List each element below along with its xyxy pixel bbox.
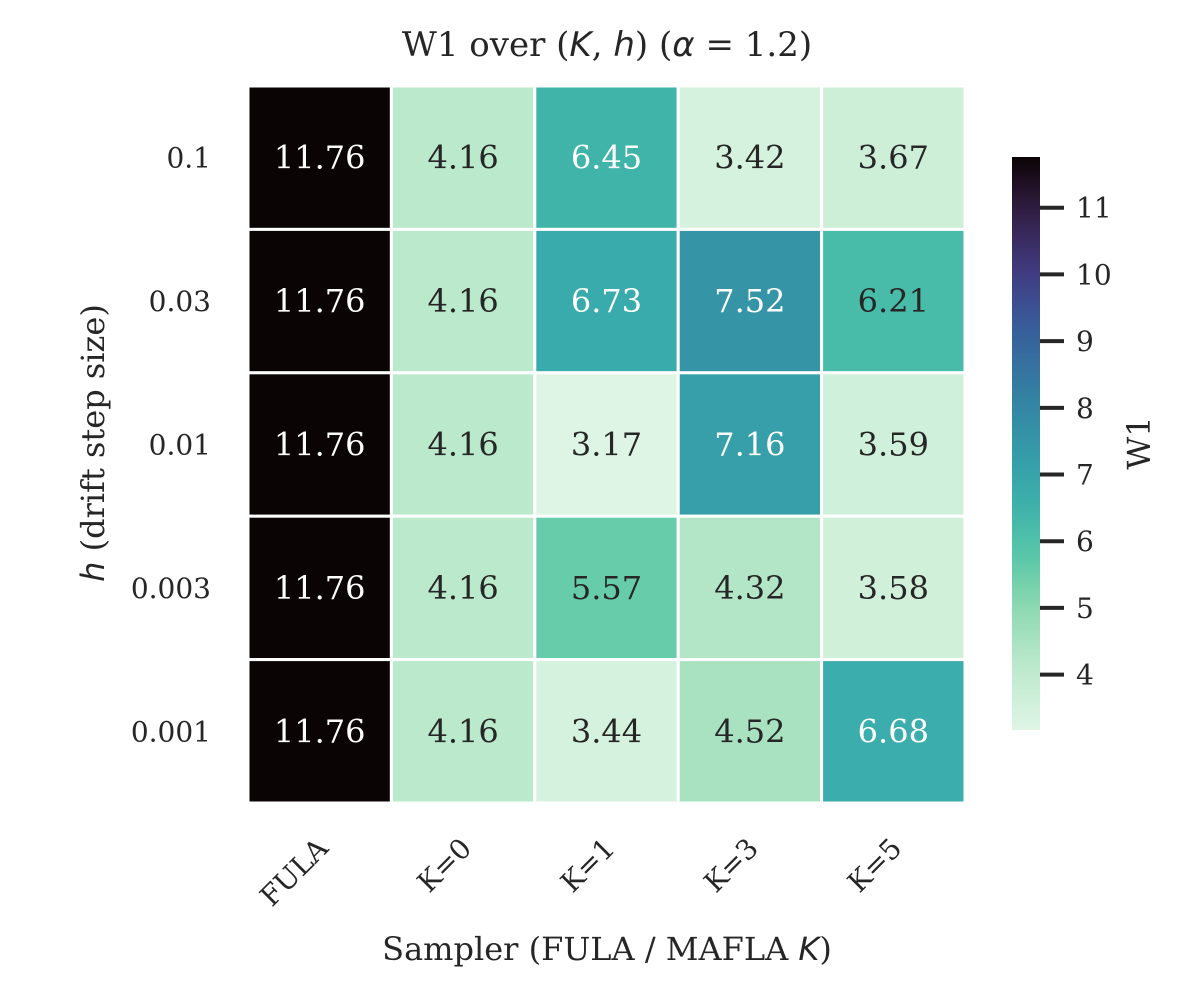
cell-value-label: 3.42 [714,139,785,177]
x-tick-label: K=5 [841,832,908,899]
cell-value-label: 7.16 [714,426,785,464]
x-tick-labels: FULA K=0 K=1 K=3 K=5 [253,831,908,913]
colorbar-label: W1 [1120,416,1158,469]
x-axis-label: Sampler (FULA / MAFLA K) [382,930,832,968]
cell-value-label: 11.76 [274,139,366,177]
chart-title: W1 over (K, h) (α = 1.2) [402,25,812,65]
heatmap-cell [389,371,537,518]
heatmap-cell-labels: 11.76 4.16 6.45 3.42 3.67 11.76 4.16 6.73 7.52 6.… [274,139,929,751]
cell-value-label: 11.76 [274,426,366,464]
heatmap-cell [389,84,537,231]
heatmap-cell [246,227,393,375]
y-tick-label: 0.001 [131,715,211,748]
y-tick-label: 0.003 [131,572,211,605]
y-tick-label: 0.01 [149,429,211,462]
colorbar-ticks: 4 5 6 7 8 9 10 11 [1040,192,1112,692]
heatmap-cell [533,227,680,375]
cell-value-label: 4.32 [714,569,785,607]
y-axis-label: h (drift step size) [74,304,112,582]
colorbar-tick-label: 7 [1076,459,1094,492]
x-tick-label: FULA [253,831,335,913]
cell-value-label: 5.57 [571,569,642,607]
cell-value-label: 4.16 [427,712,498,750]
heatmap-cell [246,658,393,805]
heatmap-cell [389,658,537,805]
colorbar-tick-label: 6 [1076,525,1094,558]
heatmap-cell [820,658,967,805]
heatmap-cells [246,84,967,805]
heatmap-cell [533,84,680,231]
colorbar-tick-label: 11 [1076,192,1112,225]
cell-value-label: 3.58 [858,569,929,607]
y-tick-labels: 0.1 0.03 0.01 0.003 0.001 [131,142,211,749]
heatmap-cell [820,514,967,662]
y-tick-label: 0.1 [166,142,211,175]
cell-value-label: 4.16 [427,569,498,607]
cell-value-label: 11.76 [274,712,366,750]
cell-value-label: 11.76 [274,569,366,607]
cell-value-label: 4.16 [427,282,498,320]
heatmap-cell [676,371,824,518]
heatmap-cell [533,658,680,805]
heatmap-cell [676,514,824,662]
x-tick-label: K=3 [698,832,765,899]
cell-value-label: 6.21 [858,282,929,320]
colorbar [1012,157,1040,730]
cell-value-label: 6.73 [571,282,642,320]
heatmap-cell [389,514,537,662]
heatmap-cell [246,84,393,231]
heatmap-cell [246,514,393,662]
colorbar-tick-label: 4 [1076,659,1094,692]
x-tick-label: K=1 [554,832,621,899]
heatmap-cell [820,227,967,375]
colorbar-tick-label: 10 [1076,258,1112,291]
cell-value-label: 3.17 [571,426,642,464]
cell-value-label: 7.52 [714,282,785,320]
cell-value-label: 6.45 [571,139,642,177]
colorbar-tick-label: 5 [1076,592,1094,625]
cell-value-label: 3.59 [858,426,929,464]
y-tick-label: 0.03 [149,285,211,318]
cell-value-label: 3.44 [571,712,642,750]
cell-value-label: 11.76 [274,282,366,320]
cell-value-label: 6.68 [858,712,929,750]
colorbar-tick-label: 9 [1076,325,1094,358]
x-tick-label: K=0 [411,832,478,899]
cell-value-label: 4.16 [427,139,498,177]
colorbar-tick-label: 8 [1076,392,1094,425]
heatmap-cell [533,514,680,662]
cell-value-label: 4.16 [427,426,498,464]
cell-value-label: 4.52 [714,712,785,750]
cell-value-label: 3.67 [858,139,929,177]
